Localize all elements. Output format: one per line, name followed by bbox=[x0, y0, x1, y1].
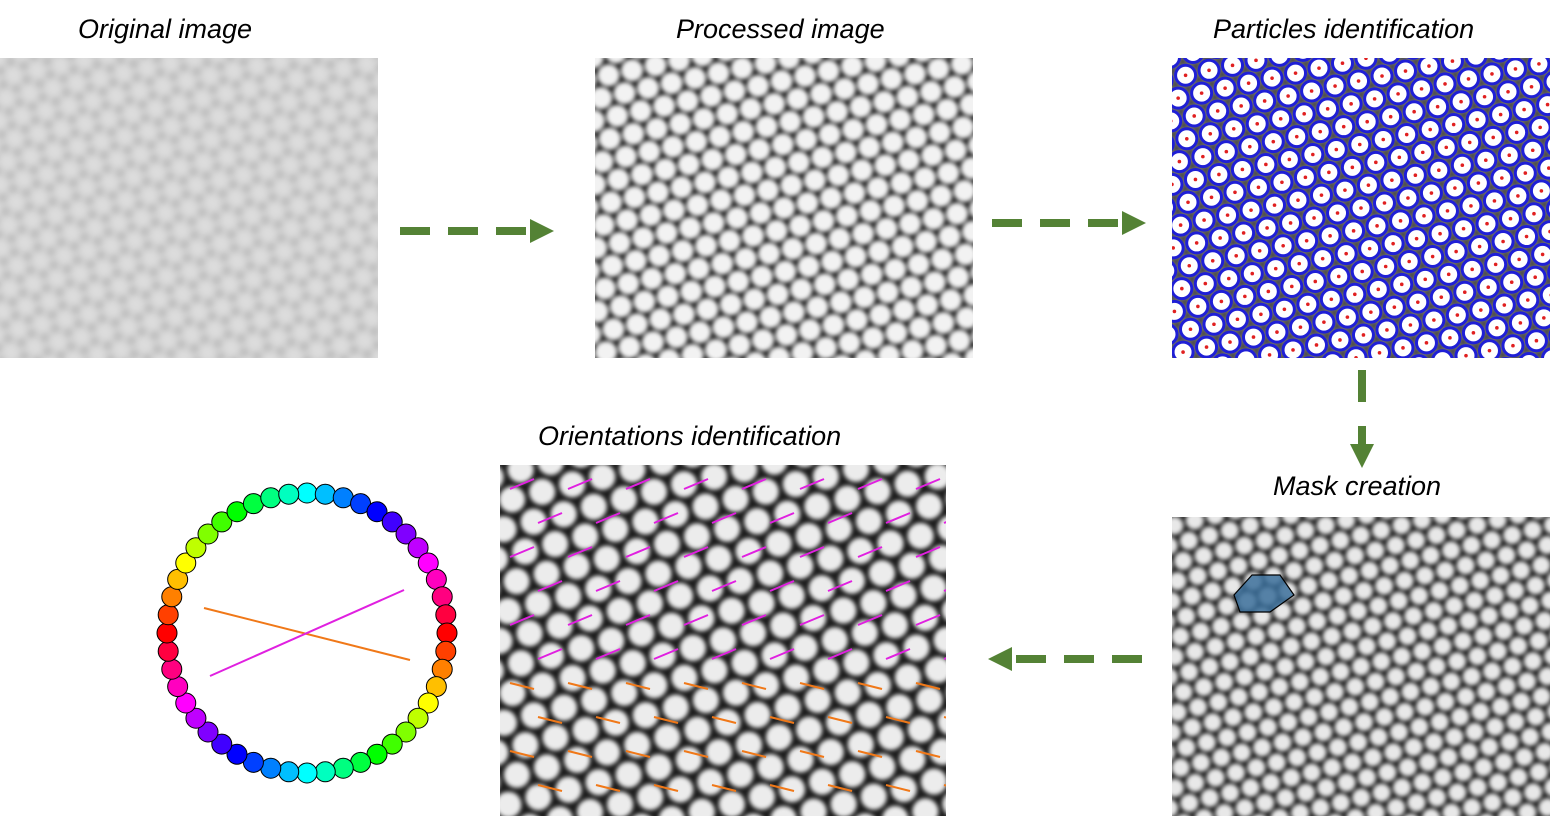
particles-identification-image bbox=[1172, 58, 1550, 358]
label-original-image: Original image bbox=[78, 14, 252, 45]
orientation-line-a bbox=[210, 590, 404, 676]
label-particles-identification: Particles identification bbox=[1213, 14, 1474, 45]
label-mask-creation: Mask creation bbox=[1273, 471, 1441, 502]
arrow-mask-to-orientations bbox=[984, 644, 1144, 674]
label-processed-image: Processed image bbox=[676, 14, 885, 45]
arrow-processed-to-particles bbox=[990, 208, 1150, 238]
arrow-original-to-processed bbox=[398, 216, 558, 246]
original-image bbox=[0, 58, 378, 358]
mask-creation-image bbox=[1172, 517, 1550, 816]
label-orientations-identification: Orientations identification bbox=[538, 421, 841, 452]
orientation-color-wheel bbox=[140, 470, 480, 800]
processed-image bbox=[595, 58, 973, 358]
arrow-particles-to-mask bbox=[1347, 368, 1377, 470]
orientations-identification-image bbox=[500, 465, 946, 816]
